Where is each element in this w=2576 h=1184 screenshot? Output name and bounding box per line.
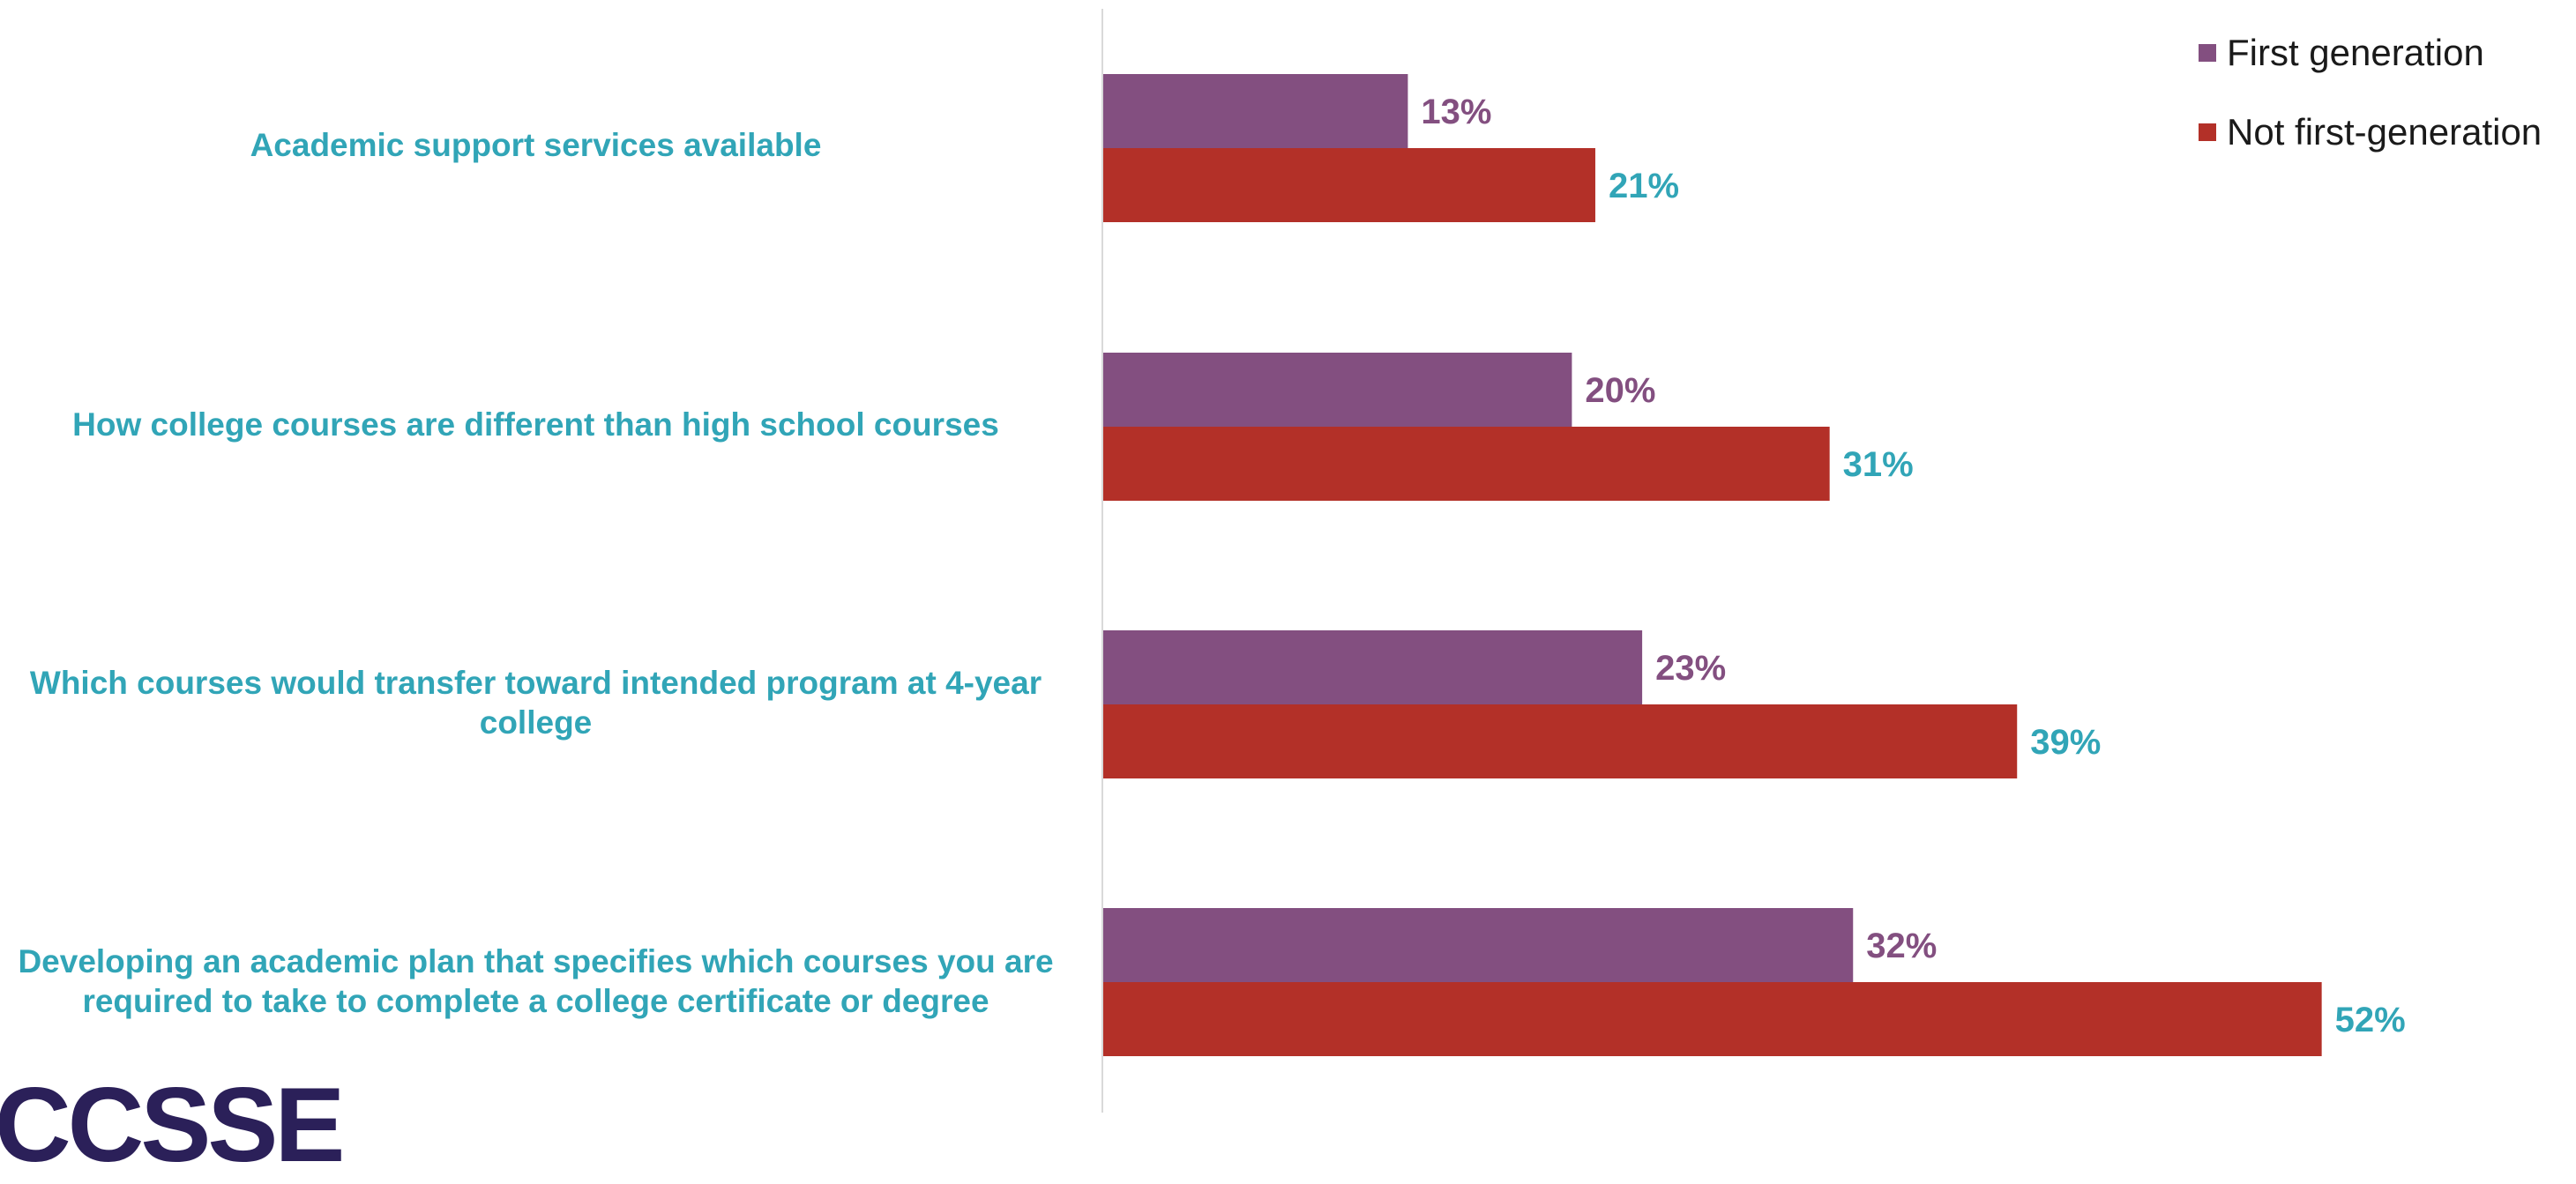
bar-not-first-generation-3 bbox=[1103, 982, 2322, 1056]
bar-not-first-generation-1 bbox=[1103, 427, 1830, 501]
legend: First generation Not first-generation bbox=[2199, 26, 2542, 185]
data-label-first-generation-1: 20% bbox=[1585, 371, 1655, 410]
legend-swatch-first-generation bbox=[2199, 44, 2216, 62]
legend-swatch-not-first-generation bbox=[2199, 123, 2216, 141]
legend-label-first-generation: First generation bbox=[2227, 32, 2484, 73]
legend-label-not-first-generation: Not first-generation bbox=[2227, 111, 2542, 153]
bar-first-generation-2 bbox=[1103, 630, 1643, 704]
data-label-not-first-generation-3: 52% bbox=[2335, 1001, 2406, 1039]
category-label-2: Which courses would transfer toward inte… bbox=[29, 665, 1042, 741]
bar-first-generation-3 bbox=[1103, 908, 1854, 982]
ccsse-logo: CCSSE bbox=[0, 1066, 345, 1184]
bar-not-first-generation-2 bbox=[1103, 704, 2018, 778]
data-label-first-generation-3: 32% bbox=[1866, 927, 1937, 965]
data-label-not-first-generation-1: 31% bbox=[1843, 445, 1914, 484]
chart-plot-area: 13% 21% 20% 31% 23% 39% 32% 52% bbox=[1101, 9, 2406, 1113]
category-label-0: Academic support services available bbox=[250, 127, 822, 163]
data-label-first-generation-0: 13% bbox=[1421, 93, 1491, 131]
bar-first-generation-1 bbox=[1103, 353, 1572, 427]
legend-item-first-generation: First generation bbox=[2199, 26, 2542, 79]
bar-not-first-generation-0 bbox=[1103, 148, 1595, 222]
data-label-first-generation-2: 23% bbox=[1655, 649, 1726, 688]
data-label-not-first-generation-0: 21% bbox=[1609, 167, 1679, 205]
chart: 13% 21% 20% 31% 23% 39% 32% 52% Academic suppor… bbox=[0, 9, 2542, 1178]
data-label-not-first-generation-2: 39% bbox=[2030, 723, 2101, 762]
legend-item-not-first-generation: Not first-generation bbox=[2199, 106, 2542, 159]
category-label-3: Developing an academic plan that specifi… bbox=[18, 943, 1054, 1019]
bar-first-generation-0 bbox=[1103, 74, 1408, 148]
category-label-1: How college courses are different than h… bbox=[72, 406, 999, 443]
